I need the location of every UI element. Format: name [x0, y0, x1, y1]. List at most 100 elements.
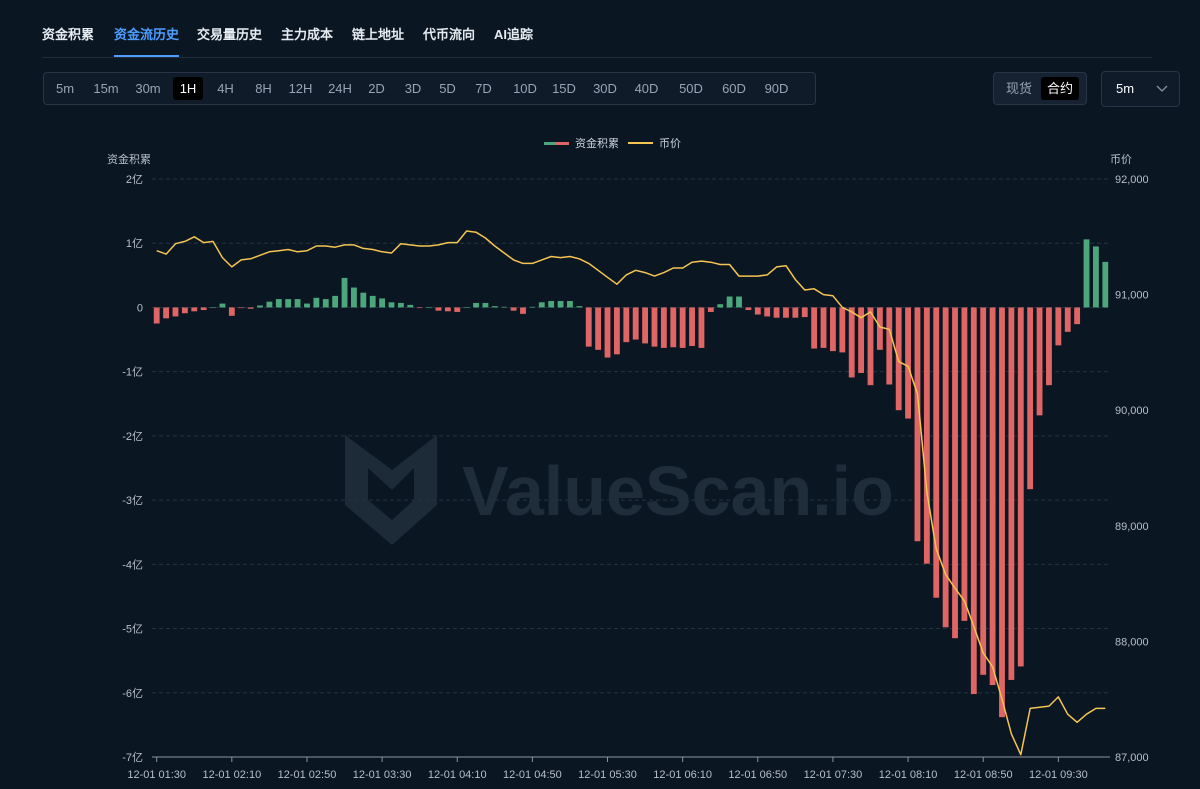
bar — [1046, 307, 1052, 386]
bar — [247, 307, 254, 309]
bar — [435, 307, 442, 311]
timeframe-50d[interactable]: 50D — [679, 81, 703, 96]
timeframe-10d[interactable]: 10D — [513, 81, 537, 96]
bar — [557, 301, 564, 308]
timeframe-8h[interactable]: 8H — [255, 81, 272, 96]
bar — [482, 302, 489, 308]
timeframe-7d[interactable]: 7D — [475, 81, 492, 96]
bar — [651, 307, 658, 347]
timeframe-selector: 5m 15m 30m 1H 4H 8H 12H 24H 2D 3D 5D 7D 10D 15D 30D 40D… — [43, 72, 816, 105]
bar — [332, 295, 339, 308]
bar — [811, 307, 818, 349]
bar — [491, 306, 498, 308]
y-right-tick: 89,000 — [1115, 521, 1149, 533]
legend-label: 资金积累 — [575, 136, 619, 150]
tab-7[interactable]: AI追踪 — [494, 27, 534, 42]
bar — [1008, 307, 1015, 680]
bar — [548, 301, 555, 308]
y-right-tick: 88,000 — [1115, 636, 1149, 648]
bar — [397, 302, 404, 308]
bar — [529, 306, 536, 308]
bar — [153, 307, 160, 324]
tab-5[interactable]: 链上地址 — [352, 27, 405, 42]
bar — [914, 307, 921, 542]
tab-2[interactable]: 资金流历史 — [114, 24, 180, 57]
timeframe-1h[interactable]: 1H — [173, 77, 203, 100]
bar — [623, 307, 630, 343]
bar — [501, 306, 508, 308]
legend-item-fund[interactable]: 资金积累 — [544, 136, 619, 150]
bar — [266, 301, 273, 308]
timeframe-5m[interactable]: 5m — [55, 81, 75, 96]
timeframe-40d[interactable]: 40D — [634, 81, 659, 96]
bar — [407, 304, 414, 308]
x-tick-label: 12-01 08:50 — [954, 769, 1013, 781]
market-toggle: 现货 合约 — [993, 72, 1087, 105]
tab-4[interactable]: 主力成本 — [281, 27, 334, 42]
bar — [341, 277, 348, 308]
bar — [210, 307, 216, 309]
timeframe-90d[interactable]: 90D — [764, 81, 789, 96]
bar — [585, 307, 592, 347]
y-right-tick: 91,000 — [1115, 290, 1149, 302]
bar — [1102, 261, 1109, 308]
tab-6[interactable]: 代币流向 — [423, 27, 476, 42]
interval-select[interactable]: 5m — [1101, 71, 1180, 107]
bar — [923, 307, 930, 564]
timeframe-15m[interactable]: 15m — [93, 81, 119, 96]
timeframe-60d[interactable]: 60D — [722, 81, 746, 96]
bar — [294, 299, 301, 308]
bar — [736, 296, 742, 308]
y-left-tick: 1亿 — [126, 237, 143, 250]
bar — [820, 307, 827, 348]
bar — [773, 307, 780, 318]
y-right-tick: 92,000 — [1115, 174, 1149, 186]
bar — [830, 307, 836, 352]
bar — [933, 307, 940, 598]
bar — [285, 299, 292, 308]
y-left-tick: 2亿 — [126, 173, 143, 186]
bar — [444, 307, 451, 312]
market-option-2[interactable]: 合约 — [1041, 77, 1079, 100]
interval-select-value: 5m — [1116, 81, 1135, 96]
timeframe-2d[interactable]: 2D — [368, 81, 385, 96]
timeframe-5d[interactable]: 5D — [439, 81, 456, 96]
market-option-1[interactable]: 现货 — [1005, 81, 1032, 96]
timeframe-3d[interactable]: 3D — [404, 81, 422, 96]
tab-1[interactable]: 资金积累 — [42, 27, 95, 42]
bar — [764, 307, 771, 317]
timeframe-30m[interactable]: 30m — [135, 81, 161, 96]
bar — [989, 307, 996, 686]
bar — [783, 307, 789, 318]
bar — [1093, 246, 1099, 308]
bar — [895, 307, 902, 411]
y-left-tick: -7亿 — [122, 751, 143, 764]
timeframe-4h[interactable]: 4H — [217, 81, 234, 96]
legend-label: 币价 — [659, 137, 681, 150]
bar — [604, 307, 611, 358]
timeframe-24h[interactable]: 24H — [328, 81, 352, 96]
bar — [905, 307, 911, 419]
timeframe-15d[interactable]: 15D — [552, 81, 576, 96]
legend-item-price[interactable]: 币价 — [628, 137, 681, 150]
bar — [660, 307, 667, 348]
bar — [839, 307, 846, 353]
x-tick-label: 12-01 03:30 — [353, 769, 412, 781]
bar — [698, 307, 705, 348]
bar — [942, 307, 949, 628]
bar — [238, 307, 245, 309]
bar — [360, 292, 367, 308]
timeframe-12h[interactable]: 12H — [288, 81, 313, 96]
bar — [980, 307, 987, 675]
bar — [1064, 307, 1071, 332]
y-left-tick: -5亿 — [122, 623, 143, 636]
bar — [1027, 307, 1034, 490]
bar — [379, 298, 386, 308]
bar — [473, 302, 479, 308]
bar — [567, 301, 573, 308]
timeframe-30d[interactable]: 30D — [593, 81, 617, 96]
bar — [304, 303, 310, 308]
tab-3[interactable]: 交易量历史 — [197, 27, 263, 42]
y-left-tick: -2亿 — [122, 430, 143, 443]
